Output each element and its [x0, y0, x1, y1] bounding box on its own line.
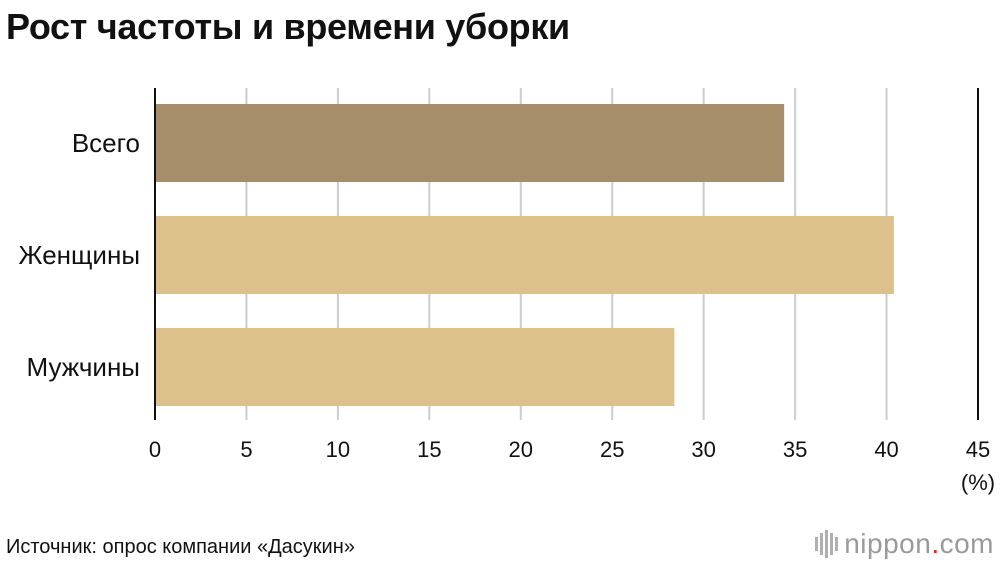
x-tick-label: 20	[509, 437, 533, 462]
bar	[155, 328, 675, 406]
source-note: Источник: опрос компании «Дасукин»	[6, 536, 355, 558]
category-label: Мужчины	[27, 352, 140, 382]
x-tick-label: 25	[600, 437, 624, 462]
bar	[155, 216, 894, 294]
brand-name-left: nippon	[844, 528, 932, 559]
category-label: Всего	[72, 128, 140, 158]
chart-title: Рост частоты и времени уборки	[6, 6, 570, 47]
x-tick-label: 10	[326, 437, 350, 462]
category-label: Женщины	[19, 240, 140, 270]
brand-name-right: com	[939, 528, 994, 559]
bar-chart: 0 5 10 15 20 25 30 35 40 45 Всего Женщины Мужчины (%)	[19, 88, 996, 495]
unit-label: (%)	[961, 470, 995, 495]
brand-dot: .	[931, 528, 940, 559]
x-tick-label: 45	[966, 437, 990, 462]
nippon-logo: nippon.com	[815, 528, 994, 560]
x-tick-label: 40	[874, 437, 898, 462]
bar-layer	[155, 104, 894, 406]
bar	[155, 104, 785, 182]
x-tick-label: 15	[417, 437, 441, 462]
brand-name: nippon.com	[844, 528, 994, 560]
x-tick-label: 30	[691, 437, 715, 462]
nippon-mark-icon	[815, 530, 839, 558]
x-tick-label: 5	[240, 437, 252, 462]
x-tick-label: 35	[783, 437, 807, 462]
axis-layer	[154, 88, 979, 420]
label-layer: 0 5 10 15 20 25 30 35 40 45 Всего Женщины Мужчины (%)	[19, 128, 996, 495]
x-tick-label: 0	[149, 437, 161, 462]
